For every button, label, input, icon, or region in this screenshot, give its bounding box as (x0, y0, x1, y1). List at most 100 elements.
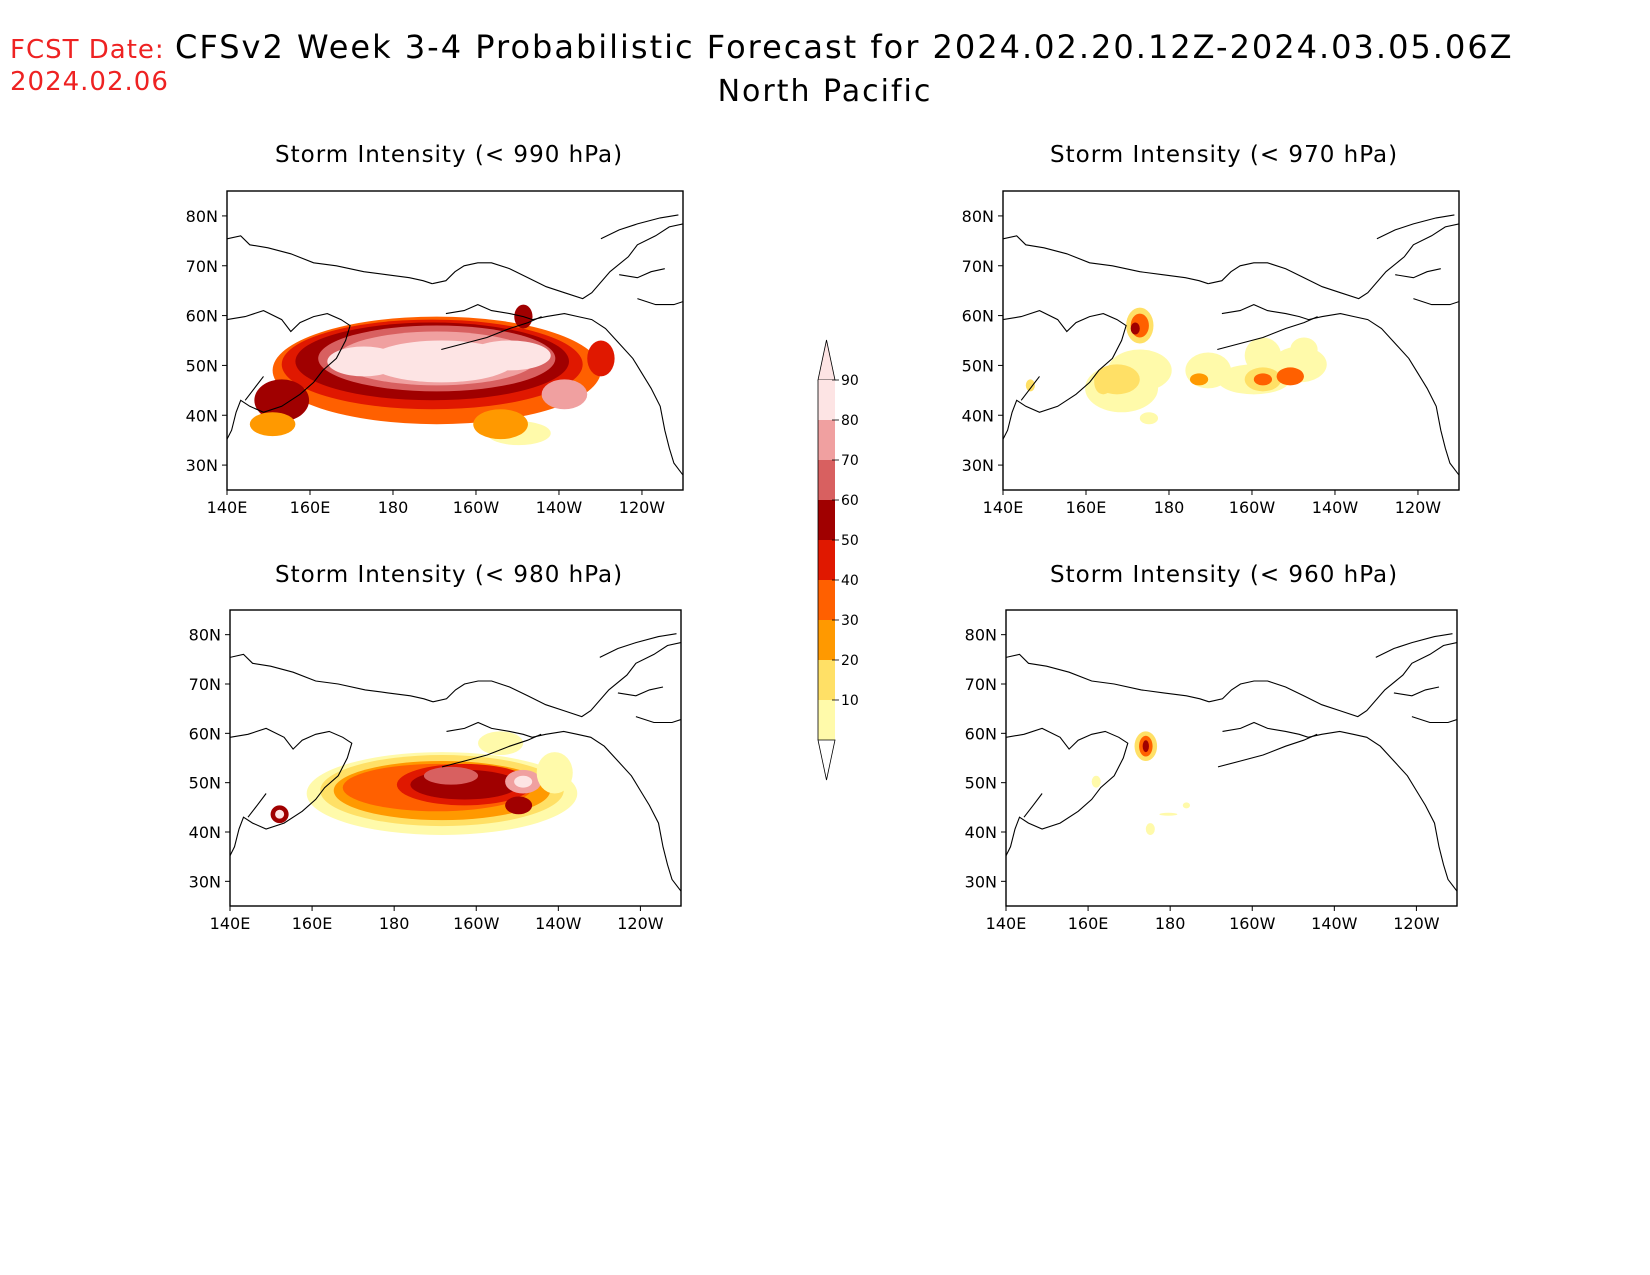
panel-title-980: Storm Intensity (< 980 hPa) (275, 562, 624, 588)
coastline (1003, 214, 1459, 476)
lat-tick-label: 60N (186, 307, 218, 326)
colorbar-label: 40 (841, 573, 859, 589)
lat-tick-label: 50N (965, 774, 997, 793)
probability-fill (1091, 731, 1191, 835)
colorbar-label: 70 (841, 453, 859, 469)
coastline-segment (1003, 310, 1127, 440)
probability-fill (270, 731, 578, 835)
lon-tick-label: 140E (210, 914, 251, 933)
lon-tick-label: 160W (453, 498, 500, 517)
probability-blob (587, 340, 615, 377)
colorbar-swatch (818, 700, 835, 740)
map-frame (1005, 609, 1458, 907)
lat-tick-label: 40N (962, 406, 994, 425)
coastline-segment (1222, 721, 1457, 892)
probability-blob (1139, 412, 1159, 425)
probability-blob (327, 346, 401, 377)
fcst-date: 2024.02.06 (10, 67, 169, 97)
map-frame (226, 190, 684, 491)
lon-tick-label: 140E (986, 914, 1027, 933)
coastline-segment (635, 716, 681, 724)
colorbar-label: 20 (841, 653, 859, 669)
lat-tick-label: 70N (186, 257, 218, 276)
lat-tick-label: 40N (186, 406, 218, 425)
coastline-segment (441, 733, 542, 768)
probability-blob (1182, 802, 1191, 809)
coastline-segment (1208, 223, 1459, 300)
coastline-segment (1376, 214, 1455, 240)
probability-blob (1276, 367, 1304, 386)
probability-blob (478, 731, 524, 756)
coastline (227, 214, 683, 476)
probability-blob (536, 752, 573, 794)
probability-blob (468, 340, 551, 371)
map-panel-0: 80N 70N 60N 50N 40N 30N 140E 160E 180 160W 140W 120… (186, 190, 684, 517)
lat-tick-label: 60N (189, 724, 221, 743)
probability-blob (1025, 379, 1035, 392)
lon-tick-label: 180 (379, 914, 410, 933)
map-frame (1002, 190, 1460, 491)
coastline-segment (1395, 268, 1441, 279)
colorbar-label: 60 (841, 493, 859, 509)
map-background (1003, 191, 1459, 490)
colorbar-bottom-arrow (817, 739, 836, 781)
colorbar-swatch (818, 580, 835, 620)
lat-tick-label: 50N (186, 356, 218, 375)
probability-blob (505, 796, 533, 815)
lat-tick-label: 80N (186, 207, 218, 226)
lon-tick-label: 160W (453, 914, 500, 933)
region-subtitle: North Pacific (717, 74, 933, 109)
colorbar-swatch (818, 620, 835, 660)
map-frame (229, 609, 682, 907)
coastline-segment (1375, 633, 1453, 658)
probability-blob (249, 412, 296, 437)
lon-tick-label: 120W (1393, 914, 1440, 933)
lat-tick-label: 30N (965, 872, 997, 891)
probability-blob (1253, 373, 1273, 386)
map-panel-1: 80N 70N 60N 50N 40N 30N 140E 160E 180 160W 140W 120… (962, 190, 1460, 517)
coastline-segment (1393, 686, 1440, 697)
coastline-segment (227, 310, 351, 440)
coastline-segment (1221, 303, 1459, 476)
probability-blob (1091, 775, 1101, 788)
probability-blob (541, 379, 588, 410)
coastline-segment (1217, 733, 1318, 768)
lat-tick-label: 30N (186, 456, 218, 475)
probability-blob (473, 409, 528, 440)
coastline-segment (1208, 642, 1457, 718)
colorbar-swatch (818, 540, 835, 580)
coastline-segment (230, 653, 434, 703)
probability-blob (1145, 823, 1155, 835)
map-panel-2: 80N 70N 60N 50N 40N 30N 140E 160E 180 160W 140W 120… (189, 609, 682, 933)
lon-tick-label: 140W (1311, 914, 1358, 933)
lon-tick-label: 120W (1395, 498, 1442, 517)
probability-blob (1290, 337, 1318, 362)
lon-tick-label: 160E (292, 914, 333, 933)
main-title-text: CFSv2 Week 3-4 Probabilistic Forecast fo… (175, 28, 1514, 66)
lon-tick-label: 160E (1068, 914, 1109, 933)
coastline-segment (446, 721, 681, 892)
coastline-segment (1023, 793, 1043, 818)
lat-tick-label: 40N (189, 823, 221, 842)
coastline-segment (441, 316, 542, 351)
map-background (1006, 610, 1457, 906)
lat-tick-label: 60N (962, 307, 994, 326)
lon-tick-label: 140W (1312, 498, 1359, 517)
probability-blob (275, 809, 285, 819)
lon-tick-label: 120W (617, 914, 664, 933)
lat-tick-label: 30N (189, 872, 221, 891)
lon-tick-label: 160E (290, 498, 331, 517)
coastline-segment (445, 303, 683, 476)
lon-tick-label: 140E (983, 498, 1024, 517)
forecast-date-label: FCST Date: 2024.02.06 (10, 34, 169, 98)
coastline-segment (432, 642, 681, 718)
lat-tick-label: 70N (965, 675, 997, 694)
colorbar-swatch (818, 500, 835, 540)
panel-title-960: Storm Intensity (< 960 hPa) (1050, 562, 1399, 588)
lon-tick-label: 160W (1229, 914, 1276, 933)
coastline-segment (247, 793, 267, 818)
coastline-segment (230, 727, 353, 856)
coastline-segment (244, 376, 264, 401)
coastline-segment (1020, 376, 1040, 401)
lon-tick-label: 180 (378, 498, 409, 517)
